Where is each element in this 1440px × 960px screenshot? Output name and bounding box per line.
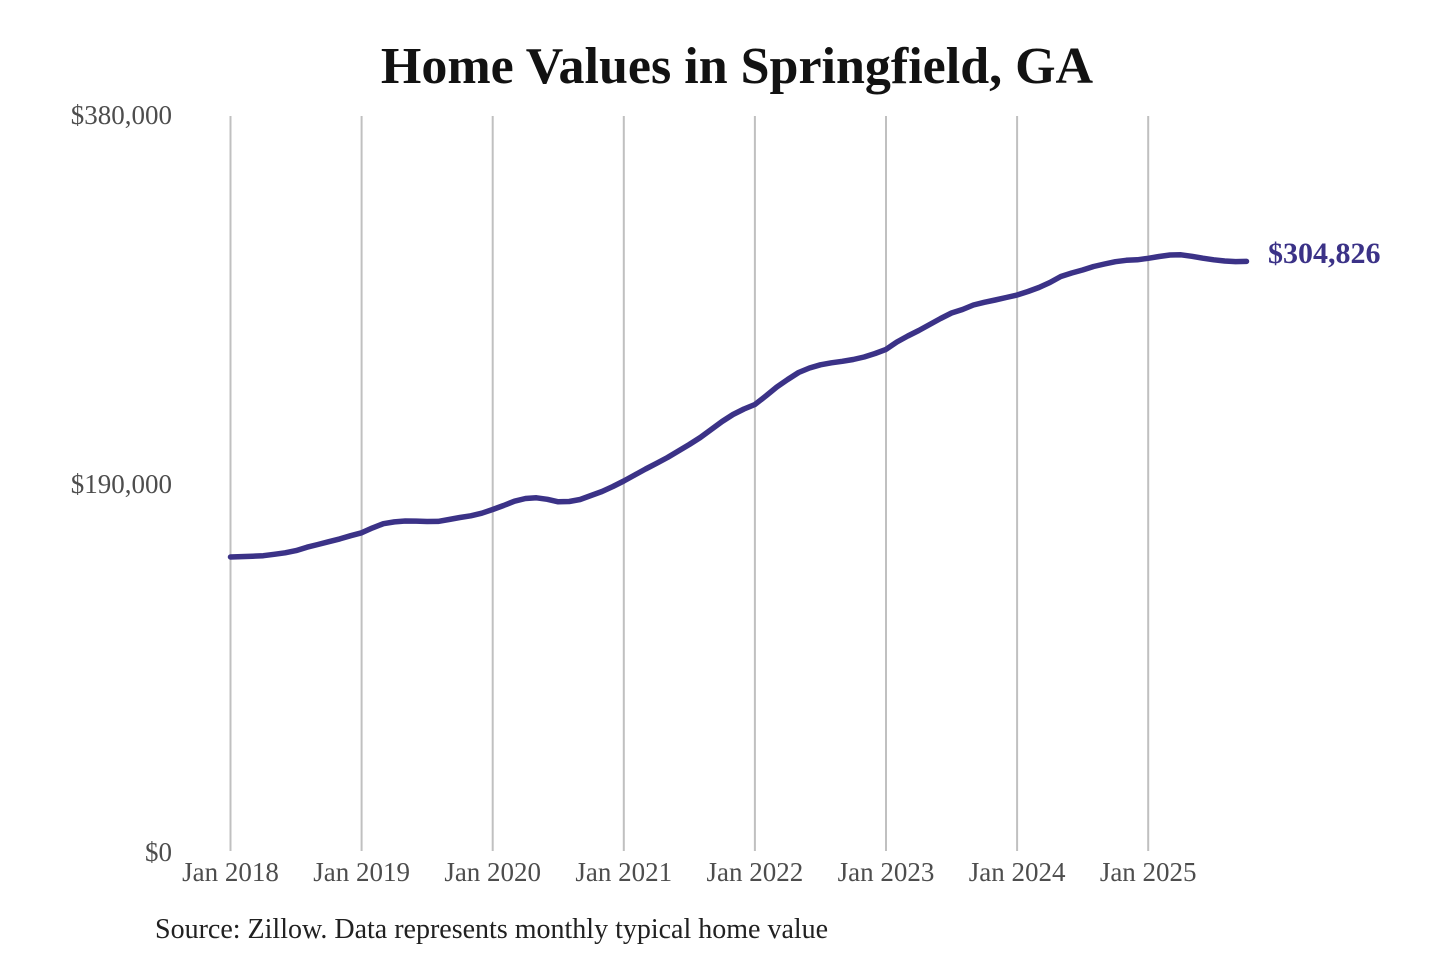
svg-text:Jan 2019: Jan 2019 [313,857,410,887]
svg-text:Jan 2023: Jan 2023 [838,857,935,887]
svg-text:Jan 2024: Jan 2024 [969,857,1066,887]
svg-text:Jan 2025: Jan 2025 [1100,857,1197,887]
svg-text:Jan 2021: Jan 2021 [575,857,672,887]
svg-text:Jan 2020: Jan 2020 [444,857,541,887]
svg-text:$304,826: $304,826 [1268,237,1381,270]
svg-text:Home Values in Springfield, GA: Home Values in Springfield, GA [381,38,1094,95]
svg-text:$0: $0 [145,837,172,867]
svg-text:$190,000: $190,000 [71,469,172,499]
svg-text:Jan 2018: Jan 2018 [182,857,279,887]
svg-text:Source: Zillow. Data represent: Source: Zillow. Data represents monthly … [155,914,828,945]
svg-text:Jan 2022: Jan 2022 [707,857,804,887]
svg-text:$380,000: $380,000 [71,100,172,130]
